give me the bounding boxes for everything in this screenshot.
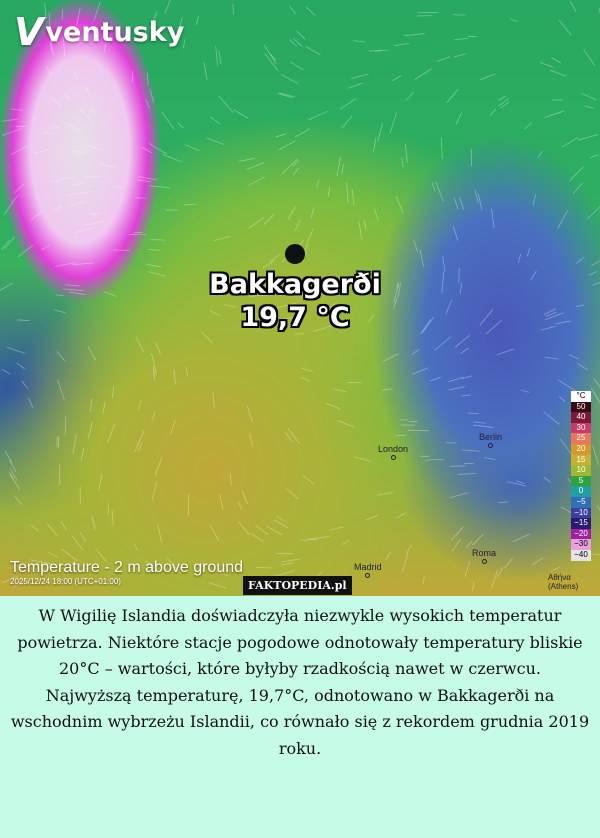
legend-item: −20 xyxy=(571,528,591,540)
city-berlin: Berlin xyxy=(479,432,502,448)
faktopedia-watermark: FAKTOPEDIA.pl xyxy=(243,576,352,595)
city-athens: Αθήνα (Athens) xyxy=(548,573,578,591)
wind-streamlines xyxy=(0,0,600,591)
legend-item: −5 xyxy=(571,496,591,508)
station-name: Bakkagerði xyxy=(209,269,381,300)
caption-paragraph-1: W Wigilię Islandia doświadczyła niezwykl… xyxy=(17,606,583,678)
athens-local-name: Αθήνα xyxy=(548,573,571,582)
map-timestamp: 2025/12/24 18:00 (UTC+01:00) xyxy=(10,577,121,586)
legend-item: 50 xyxy=(571,401,591,413)
legend-item: −40 xyxy=(571,549,591,561)
legend-item: 5 xyxy=(571,475,591,487)
city-roma: Roma xyxy=(472,548,496,564)
legend-item: 0 xyxy=(571,486,591,497)
legend-item: −10 xyxy=(571,507,591,519)
legend-item: −30 xyxy=(571,539,591,550)
caption: W Wigilię Islandia doświadczyła niezwykl… xyxy=(0,596,600,762)
city-madrid: Madrid xyxy=(354,562,382,578)
legend-item: 15 xyxy=(571,454,591,466)
legend-item: −15 xyxy=(571,518,591,529)
athens-name: (Athens) xyxy=(548,582,579,591)
station-label: Bakkagerði 19,7 °C xyxy=(200,268,390,334)
temperature-legend: °C 50 40 30 25 20 15 10 5 0 −5 −10 −15 −20 −30 −40 xyxy=(571,391,591,561)
legend-item: 20 xyxy=(571,443,591,455)
city-london: London xyxy=(378,444,408,460)
logo-mark-icon: V xyxy=(14,10,44,54)
caption-paragraph-2: Najwyższą temperaturę, 19,7°C, odnotowan… xyxy=(10,685,590,758)
legend-item: 40 xyxy=(571,412,591,423)
logo-text: ventusky xyxy=(45,16,185,48)
legend-unit: °C xyxy=(571,391,591,402)
legend-item: 25 xyxy=(571,433,591,444)
station-marker[interactable] xyxy=(285,244,305,264)
legend-item: 10 xyxy=(571,465,591,476)
legend-item: 30 xyxy=(571,422,591,434)
map-layer-title: Temperature - 2 m above ground xyxy=(10,559,244,576)
station-temp: 19,7 °C xyxy=(240,302,350,333)
